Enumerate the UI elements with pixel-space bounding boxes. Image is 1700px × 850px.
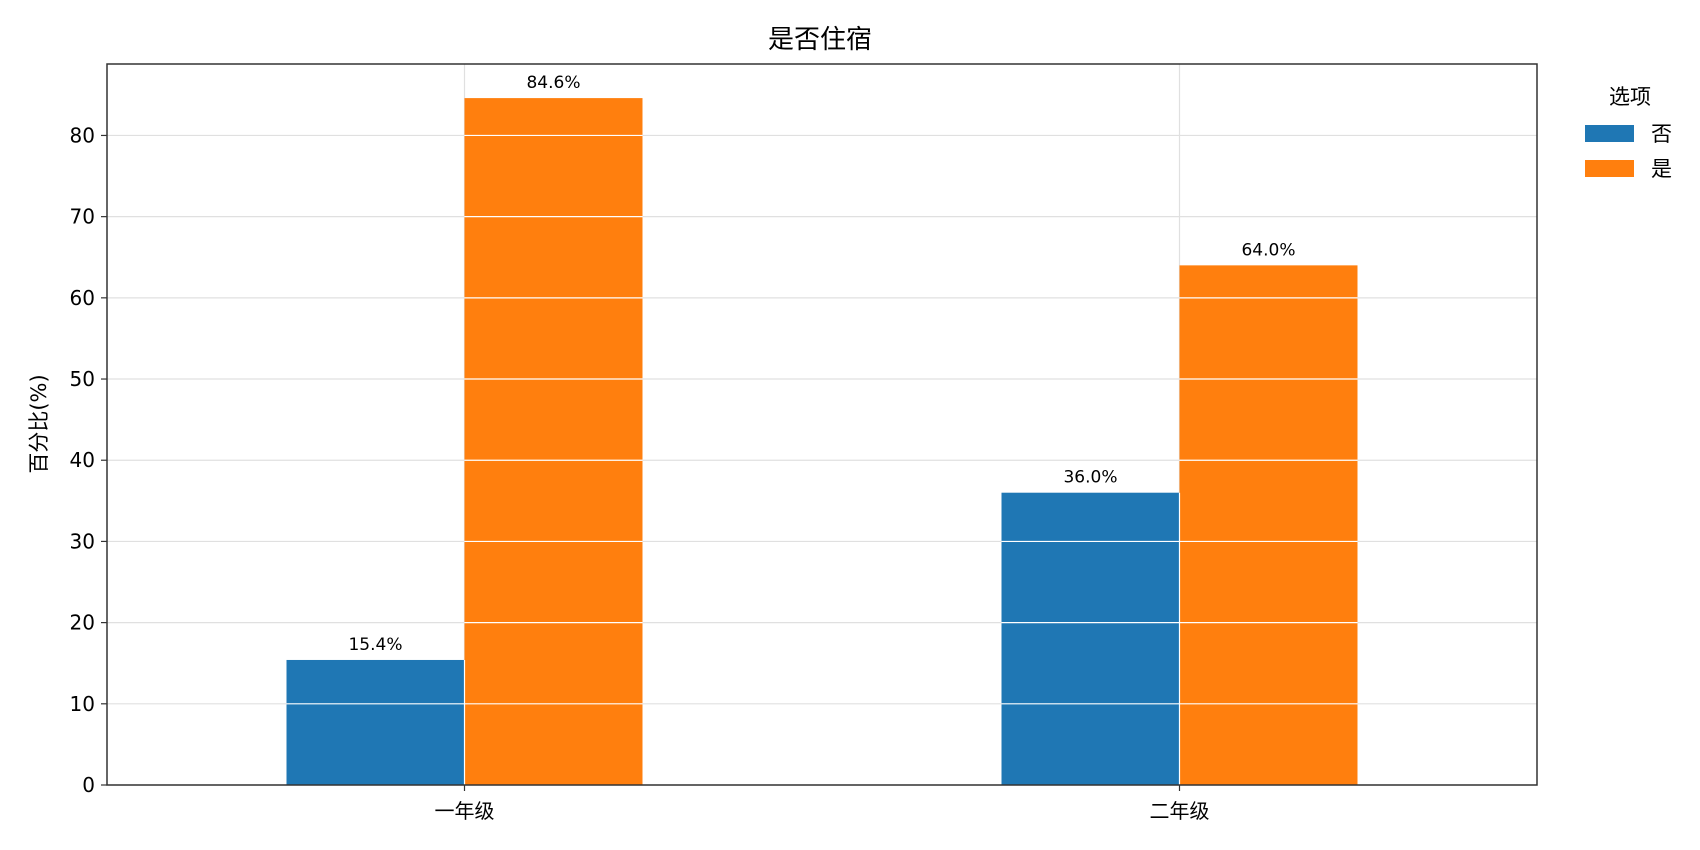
x-axis: 一年级 二年级 [435, 785, 1210, 823]
bar-yes-2 [1179, 265, 1358, 785]
bar-yes-1 [464, 98, 643, 786]
y-tick-label: 60 [70, 286, 95, 310]
y-tick-label: 10 [70, 692, 95, 716]
legend-swatch [1585, 160, 1634, 177]
value-labels: 15.4% 84.6% 36.0% 64.0% [348, 73, 1295, 655]
y-axis: 0 10 20 30 40 50 60 70 80 [70, 123, 107, 797]
bar-no-1 [286, 659, 465, 785]
y-tick-label: 0 [82, 773, 95, 797]
y-tick-label: 30 [70, 529, 95, 553]
bar-gridlines [286, 134, 1358, 785]
legend-title: 选项 [1609, 85, 1651, 109]
plot-frame [106, 63, 1538, 786]
value-label: 36.0% [1063, 468, 1117, 488]
y-axis-label: 百分比(%) [27, 374, 51, 473]
x-tick-label: 二年级 [1150, 799, 1210, 823]
bar-no-2 [1001, 492, 1180, 785]
legend-swatch [1585, 125, 1634, 142]
y-tick-label: 50 [70, 367, 95, 391]
x-tick-label: 一年级 [435, 799, 495, 823]
chart-title: 是否住宿 [768, 25, 872, 55]
value-label: 64.0% [1241, 240, 1295, 260]
y-tick-label: 20 [70, 611, 95, 635]
y-tick-label: 40 [70, 448, 95, 472]
value-label: 15.4% [348, 635, 402, 655]
bars [286, 98, 1358, 786]
legend: 选项 否是 [1585, 85, 1672, 181]
legend-label: 是 [1651, 157, 1672, 181]
y-tick-label: 70 [70, 205, 95, 229]
y-tick-label: 80 [70, 123, 95, 147]
value-label: 84.6% [526, 73, 580, 93]
legend-label: 否 [1651, 122, 1672, 146]
